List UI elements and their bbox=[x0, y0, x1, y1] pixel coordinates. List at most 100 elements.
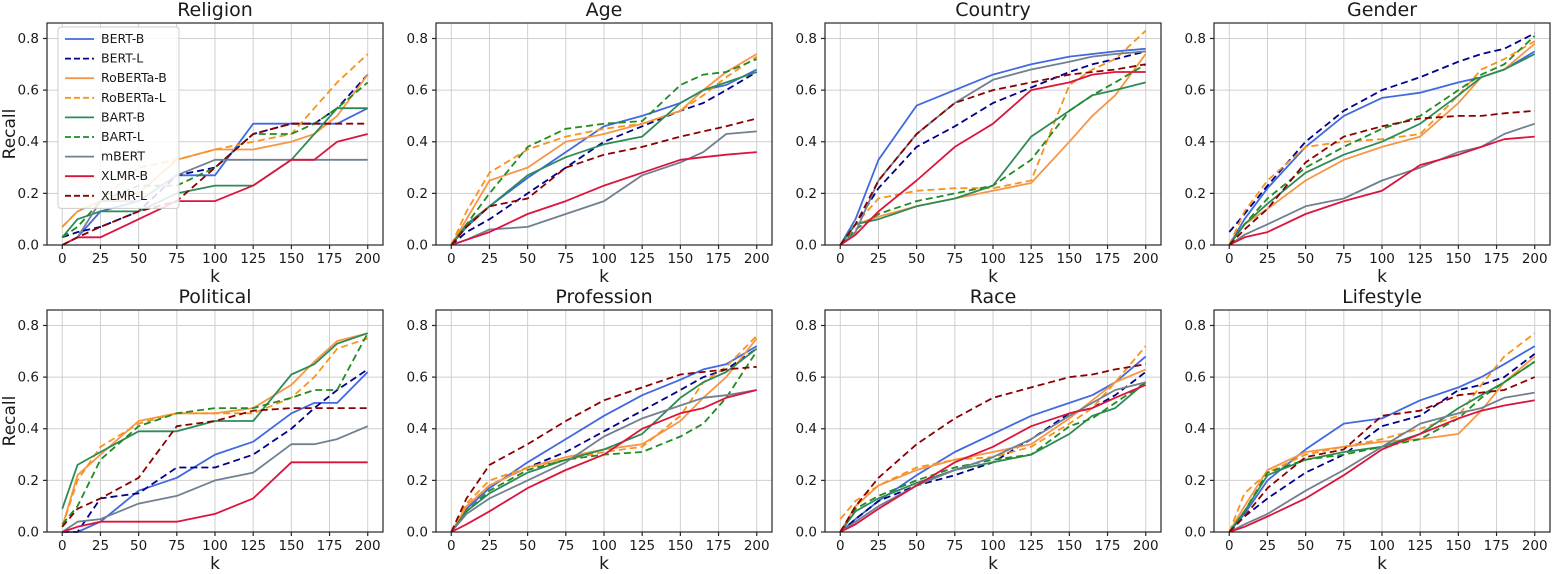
series-line-mbert bbox=[1228, 122, 1535, 246]
subplot-title: Profession bbox=[555, 287, 652, 308]
x-tick-label: 100 bbox=[1369, 251, 1395, 267]
x-tick-label: 150 bbox=[667, 538, 693, 554]
y-tick-label: 0.6 bbox=[407, 370, 428, 386]
subplot-canvas-country: 0 25 50 75 100 125 150 175 200 0.0 0.2 0.4 0.6 0.8 Cou… bbox=[796, 0, 1162, 287]
subplot-political: 0 25 50 75 100 125 150 175 200 0.0 0.2 0.4 0.6 0.8 Pol… bbox=[0, 286, 390, 574]
series-line-xlmr-b bbox=[1228, 135, 1535, 246]
y-tick-label: 0.0 bbox=[1185, 525, 1206, 541]
series-line-mbert bbox=[1228, 391, 1535, 533]
x-tick-label: 200 bbox=[744, 251, 770, 267]
x-axis-label: k bbox=[1377, 267, 1387, 287]
subplot-canvas-gender: 0 25 50 75 100 125 150 175 200 0.0 0.2 0.4 0.6 0.8 Gen… bbox=[1185, 0, 1551, 287]
x-tick-label: 50 bbox=[1297, 251, 1314, 267]
axis-ticks: 0 25 50 75 100 125 150 175 200 0.0 0.2 0.4 0.6 0.8 bbox=[1185, 318, 1548, 554]
series-line-roberta-l bbox=[450, 335, 758, 533]
y-tick-label: 0.2 bbox=[407, 473, 428, 489]
subplot-age: 0 25 50 75 100 125 150 175 200 0.0 0.2 0.4 0.6 0.8 Age… bbox=[390, 0, 779, 287]
y-tick-label: 0.8 bbox=[796, 31, 817, 47]
series-line-mbert bbox=[61, 425, 369, 533]
x-axis-label: k bbox=[599, 267, 609, 287]
x-tick-label: 175 bbox=[317, 251, 343, 267]
x-tick-label: 175 bbox=[706, 251, 732, 267]
x-tick-label: 100 bbox=[202, 538, 228, 554]
series-line-mbert bbox=[451, 130, 757, 246]
series-line-bart-b bbox=[1228, 53, 1536, 246]
series-line-bart-l bbox=[61, 81, 369, 239]
x-tick-label: 50 bbox=[908, 251, 925, 267]
series-line-roberta-l bbox=[839, 30, 1147, 246]
x-tick-label: 0 bbox=[447, 538, 456, 554]
legend-label: BERT-L bbox=[101, 51, 143, 66]
legend-label: RoBERTa-B bbox=[101, 70, 167, 85]
y-tick-label: 0.0 bbox=[796, 238, 817, 254]
series-line-roberta-l bbox=[450, 55, 758, 246]
y-tick-label: 0.2 bbox=[18, 186, 39, 202]
series-line-bart-l bbox=[839, 381, 1147, 533]
x-tick-label: 150 bbox=[1056, 538, 1082, 554]
x-axis-label: k bbox=[210, 554, 220, 574]
series-line-bart-b bbox=[450, 347, 758, 533]
y-tick-label: 0.8 bbox=[407, 31, 428, 47]
x-tick-label: 200 bbox=[1522, 538, 1548, 554]
x-tick-label: 125 bbox=[240, 251, 266, 267]
x-tick-label: 25 bbox=[1259, 538, 1276, 554]
series-line-mbert bbox=[839, 50, 1146, 246]
y-tick-label: 0.4 bbox=[796, 134, 817, 150]
y-tick-label: 0.8 bbox=[407, 318, 428, 334]
y-axis-label: Recall bbox=[1, 396, 20, 447]
x-axis-label: k bbox=[210, 267, 220, 287]
x-tick-label: 125 bbox=[1407, 538, 1433, 554]
x-tick-label: 150 bbox=[667, 251, 693, 267]
x-tick-label: 125 bbox=[1018, 538, 1044, 554]
x-tick-label: 50 bbox=[908, 538, 925, 554]
y-tick-label: 0.0 bbox=[407, 238, 428, 254]
x-tick-label: 0 bbox=[447, 251, 456, 267]
x-tick-label: 175 bbox=[1484, 538, 1510, 554]
series-lines bbox=[839, 345, 1147, 533]
y-tick-label: 0.6 bbox=[796, 83, 817, 99]
x-tick-label: 75 bbox=[946, 251, 963, 267]
x-tick-label: 175 bbox=[1484, 251, 1510, 267]
series-lines bbox=[61, 332, 369, 533]
x-tick-label: 75 bbox=[1335, 538, 1352, 554]
series-lines bbox=[1228, 332, 1536, 533]
x-tick-label: 150 bbox=[1445, 538, 1471, 554]
x-tick-label: 200 bbox=[355, 251, 381, 267]
x-tick-label: 100 bbox=[980, 538, 1006, 554]
y-tick-label: 0.4 bbox=[1185, 421, 1206, 437]
axis-ticks: 0 25 50 75 100 125 150 175 200 0.0 0.2 0.4 0.6 0.8 bbox=[18, 318, 381, 554]
axis-ticks: 0 25 50 75 100 125 150 175 200 0.0 0.2 0.4 0.6 0.8 bbox=[796, 318, 1159, 554]
gridlines bbox=[825, 23, 1161, 246]
series-line-bert-b bbox=[1228, 345, 1536, 533]
series-lines bbox=[839, 30, 1147, 246]
series-line-roberta-b bbox=[450, 53, 758, 246]
x-tick-label: 200 bbox=[1133, 538, 1159, 554]
series-line-xlmr-l bbox=[1228, 109, 1535, 246]
subplot-title: Age bbox=[586, 0, 623, 21]
x-tick-label: 25 bbox=[870, 538, 887, 554]
x-tick-label: 0 bbox=[1225, 251, 1234, 267]
x-tick-label: 150 bbox=[1445, 251, 1471, 267]
x-tick-label: 100 bbox=[591, 251, 617, 267]
y-tick-label: 0.6 bbox=[796, 370, 817, 386]
axis-ticks: 0 25 50 75 100 125 150 175 200 0.0 0.2 0.4 0.6 0.8 bbox=[1185, 31, 1548, 267]
legend-label: mBERT bbox=[101, 149, 145, 164]
y-tick-label: 0.8 bbox=[18, 31, 39, 47]
y-tick-label: 0.4 bbox=[1185, 134, 1206, 150]
series-lines bbox=[450, 335, 758, 533]
x-tick-label: 125 bbox=[1018, 251, 1044, 267]
subplot-race: 0 25 50 75 100 125 150 175 200 0.0 0.2 0.4 0.6 0.8 Rac… bbox=[779, 286, 1168, 574]
x-tick-label: 200 bbox=[744, 538, 770, 554]
x-tick-label: 50 bbox=[130, 251, 147, 267]
series-line-bert-b bbox=[61, 107, 369, 246]
series-line-xlmr-l bbox=[839, 63, 1146, 246]
x-tick-label: 75 bbox=[557, 251, 574, 267]
x-tick-label: 0 bbox=[58, 251, 67, 267]
x-tick-label: 200 bbox=[1133, 251, 1159, 267]
x-tick-label: 100 bbox=[202, 251, 228, 267]
x-tick-label: 75 bbox=[168, 251, 185, 267]
y-tick-label: 0.2 bbox=[796, 473, 817, 489]
y-tick-label: 0.8 bbox=[18, 318, 39, 334]
y-tick-label: 0.0 bbox=[1185, 238, 1206, 254]
y-tick-label: 0.4 bbox=[407, 421, 428, 437]
